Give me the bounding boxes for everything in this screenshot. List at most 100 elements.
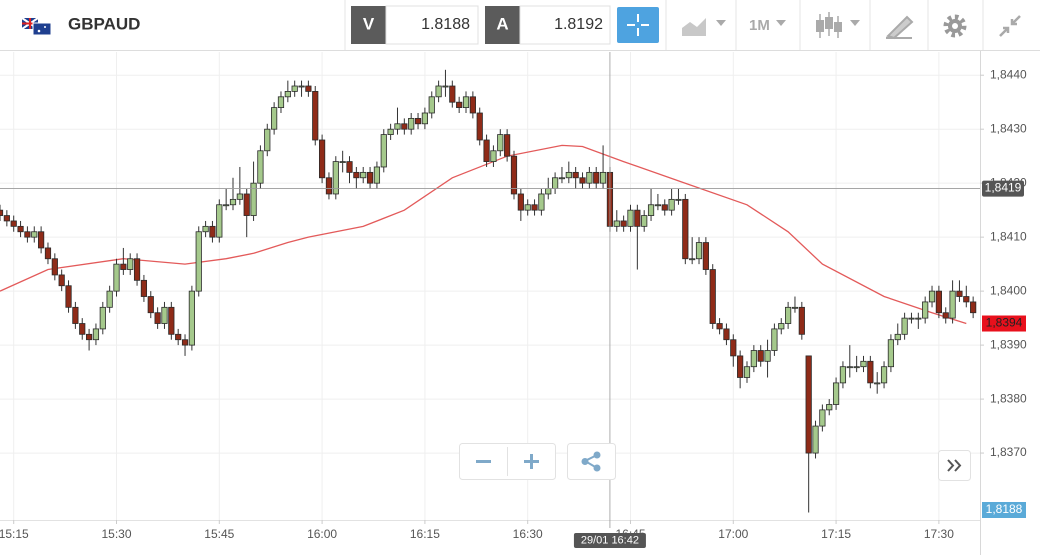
bid-price-tag [982, 502, 1026, 518]
gear-teeth [943, 14, 967, 38]
candle-body-up [922, 301, 929, 319]
candle-type-button[interactable] [816, 12, 860, 38]
bid-button-label[interactable]: V [363, 14, 375, 33]
candle-body-down [661, 204, 668, 211]
candle-body-up [277, 96, 285, 108]
candle-body-up [641, 215, 648, 227]
candle-body-down [456, 101, 463, 108]
candle-body-down [147, 296, 154, 314]
candle-body-up [380, 134, 387, 168]
y-tick-label: 1,8410 [990, 229, 1027, 243]
bid-button[interactable] [351, 6, 386, 44]
candle-body-down [17, 225, 24, 233]
candle-body-up [106, 290, 113, 308]
x-tick-label: 17:15 [821, 527, 851, 541]
candle-body-up [339, 161, 346, 163]
candle-body-up [819, 409, 826, 427]
candle-body-up [647, 204, 655, 216]
candle-body-up [689, 258, 696, 261]
candle-icon-body [825, 17, 833, 29]
collapse-button[interactable] [999, 15, 1021, 37]
scroll-right-icon [947, 459, 962, 472]
candle-body-up [31, 231, 38, 238]
candle-body-down [449, 85, 456, 103]
candle-body-down [593, 171, 600, 184]
candle-body-up [901, 317, 908, 335]
candle-body-down [504, 134, 511, 157]
timeframe[interactable]: 1M [749, 17, 770, 34]
ask-button-label[interactable]: A [496, 14, 508, 33]
candle-body-down [682, 198, 689, 260]
candle-body-down [24, 231, 31, 238]
dropdown-caret [776, 20, 786, 26]
candle-body-up [127, 258, 134, 270]
candle-body-up [421, 112, 428, 125]
candle-body-up [462, 96, 470, 108]
share-button[interactable] [567, 443, 616, 480]
candle-body-up [216, 204, 223, 238]
settings-button[interactable] [943, 14, 967, 38]
candle-body-up [695, 242, 703, 260]
candle-body-down [942, 312, 949, 319]
candle-body-up [860, 360, 867, 368]
y-tick-label: 1,8430 [990, 121, 1027, 135]
candle-body-up [373, 166, 381, 184]
candle-body-down [956, 290, 963, 297]
moving-average-line [0, 144, 967, 325]
dropdown-caret [850, 20, 860, 26]
crosshair-time-tag [573, 533, 646, 548]
candle-body-down [38, 231, 45, 249]
candle-body-down [120, 263, 127, 270]
candle-body-down [85, 333, 93, 341]
candle-body-down [517, 193, 524, 211]
crosshair-button[interactable] [617, 7, 659, 43]
candle-body-down [154, 312, 161, 324]
ask-box [519, 5, 611, 45]
candle-icon-body [834, 22, 842, 32]
draw-tool-button[interactable] [886, 15, 914, 40]
candle-body-up [161, 306, 168, 324]
candle-body-down [140, 279, 148, 297]
candle-body-down [970, 301, 977, 314]
overlay-layer: 1,8419 29/01 16:42 1,8394 1,8188 [0, 52, 1026, 548]
scroll-right-button[interactable] [938, 450, 971, 481]
candle-body-up [264, 128, 271, 152]
zoom-in-button[interactable] [524, 454, 539, 469]
candle-body-up [586, 171, 593, 184]
candle-body-up [791, 306, 799, 309]
candle-body-up [613, 220, 620, 227]
candle-body-up [332, 161, 339, 195]
candle-body-up [113, 263, 120, 292]
chart-type-button[interactable] [682, 18, 726, 36]
candle-body-down [935, 290, 942, 314]
candle-body-up [387, 128, 394, 135]
candle-body-up [202, 225, 209, 233]
bid-box [385, 5, 479, 45]
share-icon-dot [593, 464, 601, 472]
candle-body-up [229, 198, 237, 206]
ask-button[interactable] [485, 6, 520, 44]
candle-body-up [826, 404, 833, 411]
candle-body-down [243, 193, 250, 216]
candle-body-up [771, 328, 778, 351]
candle-icon-body [816, 20, 824, 32]
area-icon [682, 18, 706, 36]
plot-layer [0, 69, 977, 513]
candle-body-up [812, 425, 819, 454]
candle-body-up [743, 366, 751, 378]
candle-body-up [627, 209, 634, 227]
candle-body-down [168, 306, 175, 335]
candle-body-down [867, 360, 874, 384]
candle-body-up [908, 317, 915, 320]
x-tick-label: 16:00 [307, 527, 337, 541]
candle-body-down [805, 355, 812, 454]
candle-body-up [832, 382, 840, 405]
candle-body-up [298, 85, 305, 88]
candle-body-up [284, 91, 291, 98]
crosshair-icon [627, 14, 649, 36]
flag-star [44, 26, 46, 28]
candle-body-up [915, 317, 922, 320]
candle-body-down [716, 323, 723, 330]
